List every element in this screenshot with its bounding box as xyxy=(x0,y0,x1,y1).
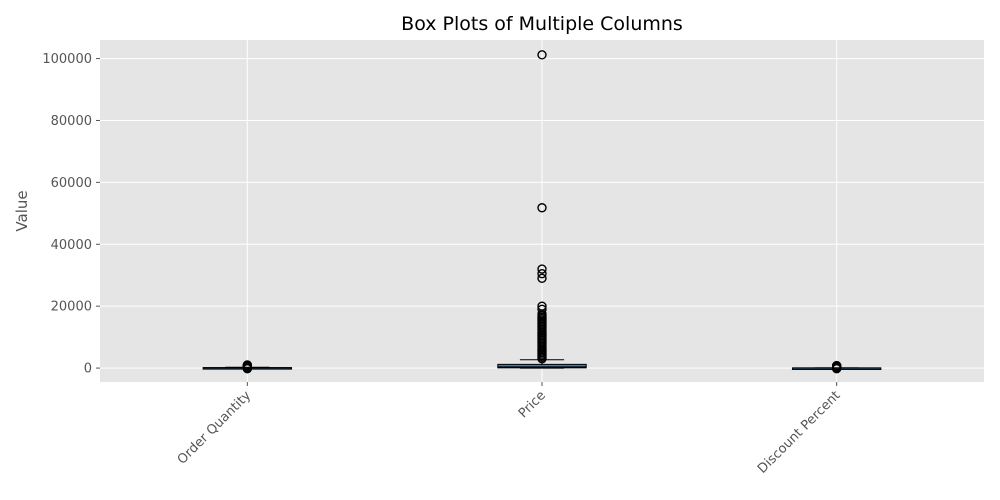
outlier-point xyxy=(537,268,547,279)
outlier-point xyxy=(831,360,842,371)
x-tick-label: Order Quantity xyxy=(175,388,255,468)
y-tick-label: 40000 xyxy=(51,238,92,253)
y-tick-label: 20000 xyxy=(51,300,92,315)
y-axis-label: Value xyxy=(13,190,31,231)
box-price xyxy=(497,50,587,369)
y-tick-label: 80000 xyxy=(51,114,92,129)
outlier-point xyxy=(831,363,842,374)
box-order-quantity xyxy=(202,360,293,374)
x-tick-label: Price xyxy=(516,388,549,421)
outlier-point xyxy=(537,301,547,311)
x-tick-labels: Order Quantity Price Discount Percent xyxy=(175,382,843,477)
chart-title: Box Plots of Multiple Columns xyxy=(401,13,683,35)
iqr-box xyxy=(497,363,587,369)
outlier-point xyxy=(537,264,547,274)
y-tick-label: 100000 xyxy=(42,52,92,67)
x-tick-label: Discount Percent xyxy=(755,388,843,476)
y-tick-label: 60000 xyxy=(51,176,92,191)
box-discount-percent xyxy=(791,360,882,374)
outlier-point xyxy=(537,304,547,314)
outlier-point xyxy=(242,360,253,370)
box-series xyxy=(202,50,882,374)
outlier-point xyxy=(537,273,547,284)
y-tick-labels: 0 20000 40000 60000 80000 100000 xyxy=(42,52,100,377)
outlier-point xyxy=(537,50,547,60)
outlier-point xyxy=(242,363,253,374)
outlier-point xyxy=(537,203,547,213)
y-tick-label: 0 xyxy=(84,362,92,377)
